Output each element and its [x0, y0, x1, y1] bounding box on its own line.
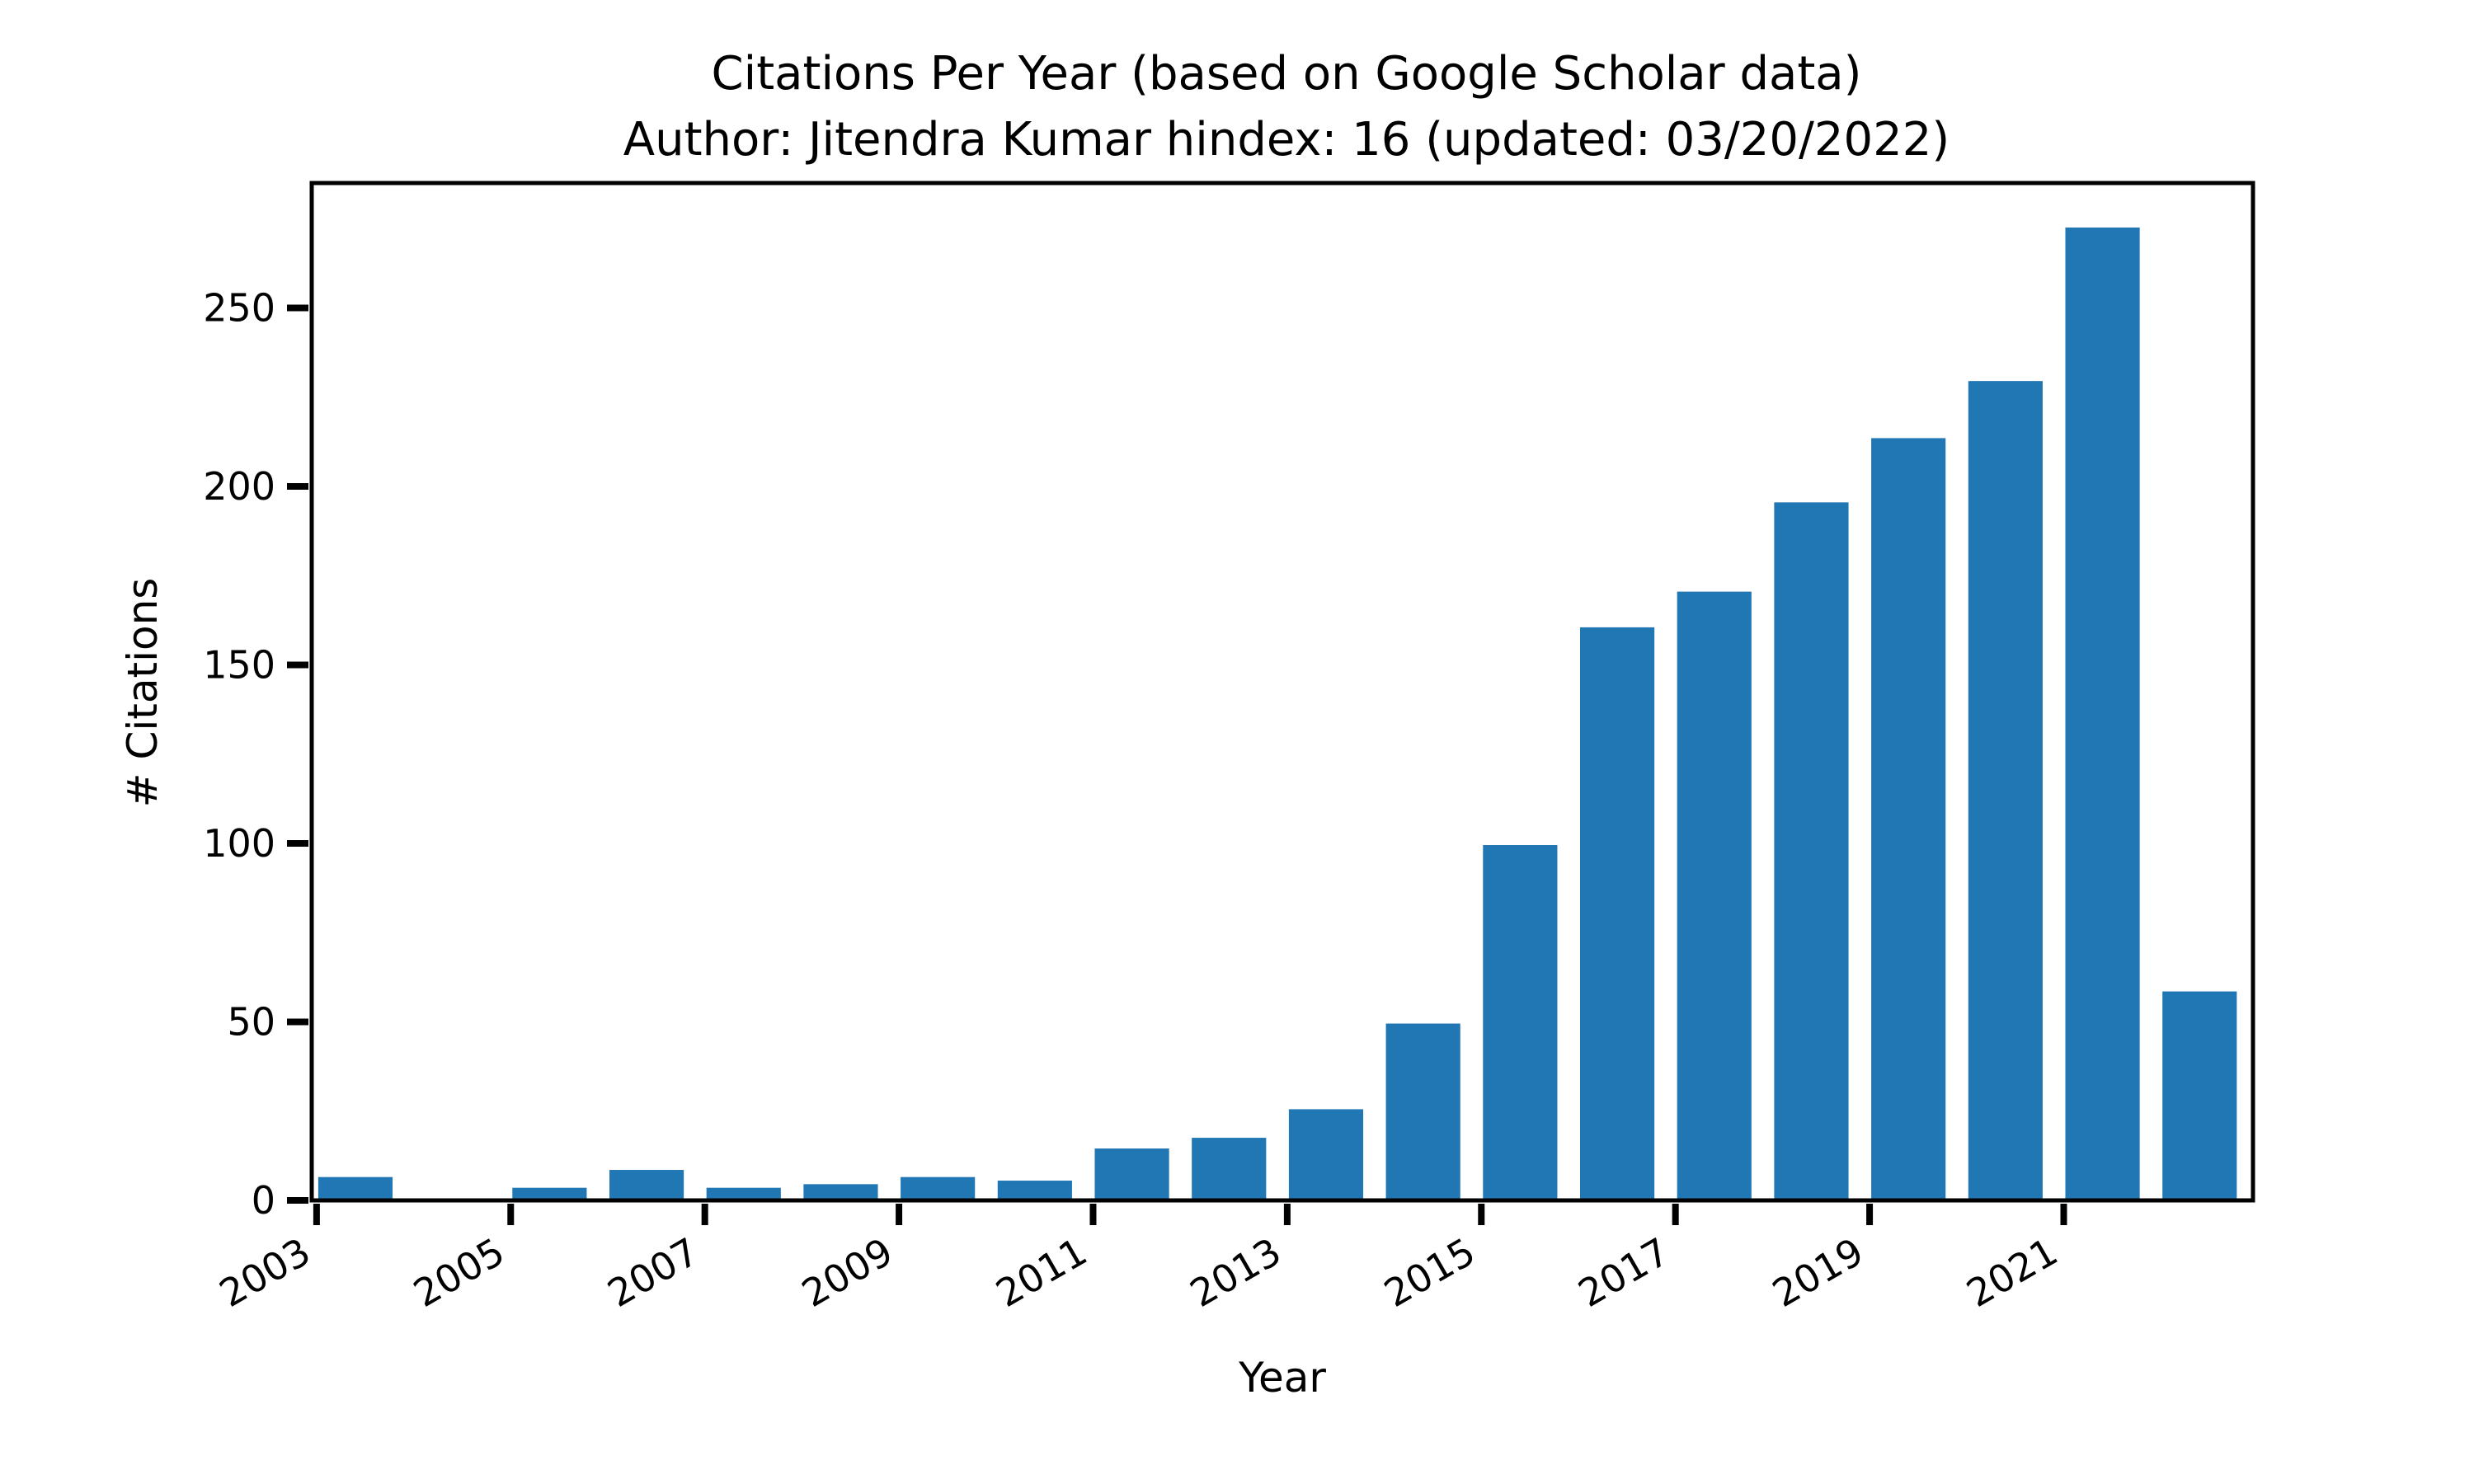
bar-2009 [897, 1173, 979, 1203]
bar-2016 [1576, 623, 1658, 1202]
bar-2014 [1382, 1020, 1464, 1203]
bar-2007 [703, 1184, 784, 1202]
bar-2017 [1673, 588, 1755, 1202]
bar-2010 [994, 1177, 1075, 1202]
bar-2005 [509, 1184, 590, 1202]
bar-2011 [1091, 1145, 1173, 1202]
chart-subtitle: Author: Jitendra Kumar hindex: 16 (updat… [623, 113, 1950, 167]
x-tick-label-2015: 2015 [1376, 1229, 1482, 1316]
bar-2015 [1479, 842, 1561, 1202]
bar-2018 [1771, 499, 1852, 1202]
bar-2012 [1188, 1134, 1270, 1202]
x-tick-label-2011: 2011 [989, 1229, 1094, 1316]
x-tick-label-2005: 2005 [406, 1229, 511, 1316]
bar-2003 [314, 1173, 397, 1203]
x-tick-label-2007: 2007 [600, 1229, 706, 1316]
y-tick-label-200: 200 [203, 464, 275, 509]
chart-title: Citations Per Year (based on Google Scho… [712, 47, 1862, 101]
y-axis-label: # Citations [119, 578, 167, 808]
bar-2019 [1868, 434, 1950, 1202]
bar-2013 [1285, 1106, 1367, 1202]
bar-2022 [2159, 988, 2241, 1203]
x-tick-label-2021: 2021 [1959, 1229, 2065, 1316]
y-tick-label-0: 0 [252, 1178, 275, 1223]
y-tick-label-100: 100 [203, 821, 275, 866]
x-tick-label-2003: 2003 [212, 1229, 317, 1316]
bar-2006 [605, 1167, 688, 1203]
x-tick-label-2013: 2013 [1183, 1229, 1288, 1316]
plot-frame [309, 181, 2255, 1203]
y-axis-ticks: 0 50 100 150 200 250 [203, 286, 308, 1223]
x-tick-label-2009: 2009 [794, 1229, 900, 1316]
x-tick-label-2019: 2019 [1765, 1229, 1870, 1316]
y-tick-label-50: 50 [227, 1000, 275, 1045]
bar-2020 [1964, 378, 2046, 1202]
x-axis-label: Year [1238, 1354, 1326, 1402]
y-tick-label-250: 250 [203, 286, 275, 331]
bar-2021 [2062, 223, 2143, 1202]
bar-series [314, 223, 2241, 1203]
x-tick-label-2017: 2017 [1571, 1229, 1677, 1316]
y-tick-label-150: 150 [203, 643, 275, 688]
x-axis-ticks: 2003 2005 2007 2009 2011 2013 2015 2017 2019 2021 [212, 1204, 2067, 1316]
bar-2008 [800, 1181, 882, 1202]
